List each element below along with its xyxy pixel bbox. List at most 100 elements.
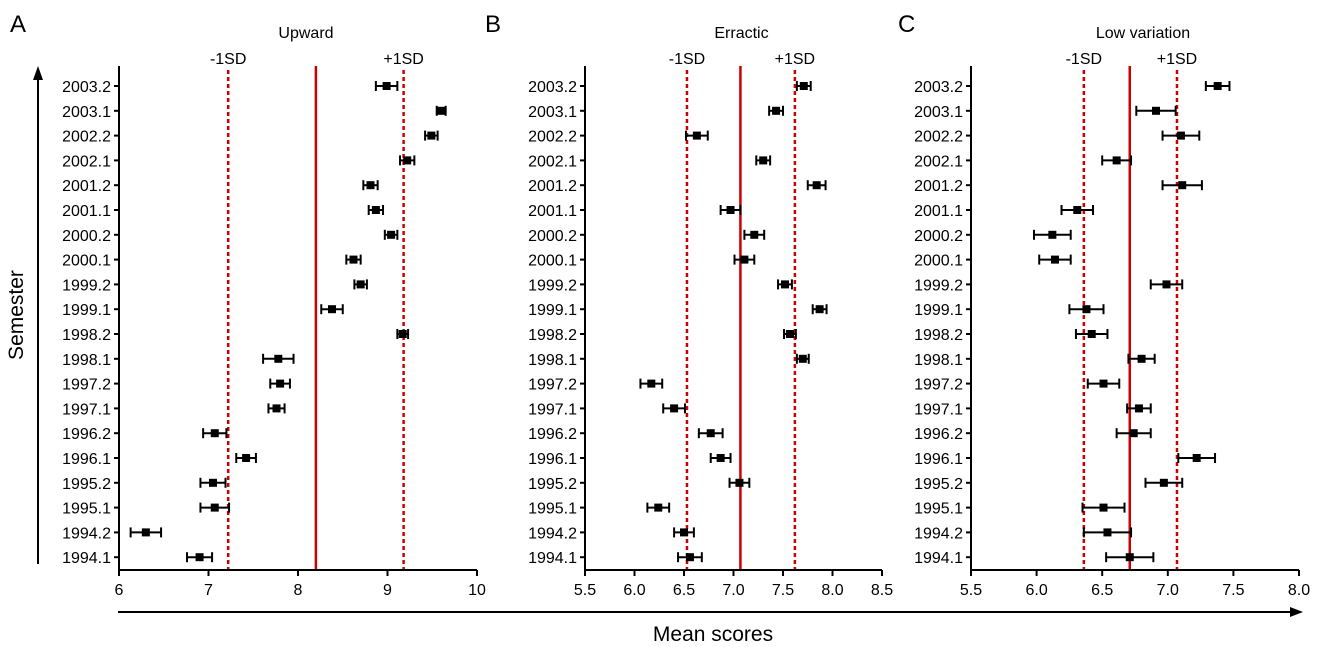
mean-point bbox=[1073, 206, 1082, 214]
mean-point bbox=[1048, 230, 1057, 239]
y-tick-label: 2000.1 bbox=[914, 253, 963, 270]
mean-point bbox=[1159, 478, 1168, 487]
y-tick-label: 1998.1 bbox=[914, 352, 963, 369]
y-tick-label: 1999.2 bbox=[914, 277, 963, 294]
minus-1sd-label: -1SD bbox=[210, 51, 246, 68]
y-tick-label: 1994.1 bbox=[914, 550, 963, 567]
x-tick-label: 7.5 bbox=[772, 582, 794, 599]
y-tick-label: 1997.2 bbox=[528, 377, 577, 394]
y-tick-label: 1999.1 bbox=[62, 302, 111, 319]
mean-point bbox=[1099, 379, 1108, 388]
mean-point bbox=[1213, 82, 1222, 90]
mean-point bbox=[382, 82, 391, 90]
x-tick-label: 10 bbox=[468, 582, 486, 599]
y-tick-label: 1994.2 bbox=[62, 525, 111, 542]
panel-a: A Upward -1SD +1SD 6 7 8 9 10 2003.2 2003.1 2002.2 2… bbox=[10, 11, 486, 599]
y-tick-label: 1999.2 bbox=[528, 277, 577, 294]
y-tick-label: 1996.2 bbox=[528, 426, 577, 443]
mean-point bbox=[785, 330, 794, 338]
x-tick-label: 9 bbox=[383, 582, 392, 599]
y-tick-label: 1994.1 bbox=[62, 550, 111, 567]
y-tick-label: 2000.2 bbox=[62, 228, 111, 245]
mean-point bbox=[735, 478, 744, 487]
mean-point bbox=[706, 429, 715, 438]
y-tick-label: 1998.1 bbox=[62, 352, 111, 369]
mean-point bbox=[680, 528, 688, 537]
y-tick-label: 2003.1 bbox=[62, 104, 111, 121]
mean-point bbox=[349, 255, 358, 264]
mean-point bbox=[740, 255, 749, 264]
mean-point bbox=[799, 82, 808, 90]
x-tick-label: 7.0 bbox=[1157, 582, 1179, 599]
x-tick-label: 6.0 bbox=[623, 582, 645, 599]
x-tick-label: 8 bbox=[294, 582, 303, 599]
y-tick-label: 1998.1 bbox=[528, 352, 577, 369]
y-tick-label: 2003.2 bbox=[62, 79, 111, 96]
mean-point bbox=[798, 354, 807, 363]
y-tick-label: 1998.2 bbox=[914, 327, 963, 344]
y-tick-label: 1995.2 bbox=[528, 476, 577, 493]
y-tick-label: 2001.1 bbox=[914, 203, 963, 220]
mean-point bbox=[654, 503, 663, 512]
mean-point bbox=[1103, 528, 1112, 537]
y-tick-label: 1995.2 bbox=[914, 476, 963, 493]
x-tick-label: 6.0 bbox=[1025, 582, 1047, 599]
mean-point bbox=[208, 478, 217, 487]
x-tick-label: 6 bbox=[115, 582, 124, 599]
panel-title: Low variation bbox=[1096, 25, 1190, 42]
mean-point bbox=[1125, 553, 1134, 562]
y-tick-label: 2003.1 bbox=[914, 104, 963, 121]
y-tick-label: 1996.2 bbox=[62, 426, 111, 443]
y-tick-label: 1995.1 bbox=[62, 501, 111, 518]
mean-point bbox=[1112, 156, 1121, 165]
x-tick-label: 8.0 bbox=[821, 582, 843, 599]
mean-point bbox=[195, 553, 204, 562]
y-tick-label: 1998.2 bbox=[62, 327, 111, 344]
y-tick-label: 1996.1 bbox=[528, 451, 577, 468]
mean-point bbox=[772, 106, 781, 115]
y-tick-label: 1994.2 bbox=[914, 525, 963, 542]
y-tick-label: 2003.2 bbox=[914, 79, 963, 96]
y-tick-label: 1994.2 bbox=[528, 525, 577, 542]
mean-point bbox=[692, 131, 701, 140]
y-tick-label: 1995.2 bbox=[62, 476, 111, 493]
mean-point bbox=[272, 404, 281, 413]
y-tick-label: 1999.1 bbox=[914, 302, 963, 319]
plus-1sd-label: +1SD bbox=[383, 51, 423, 68]
mean-point bbox=[647, 379, 656, 388]
plus-1sd-label: +1SD bbox=[1157, 51, 1197, 68]
mean-point bbox=[1099, 503, 1108, 512]
y-tick-label: 2000.1 bbox=[62, 253, 111, 270]
panel-title: Erractic bbox=[714, 25, 768, 42]
y-tick-label: 2002.2 bbox=[528, 129, 577, 146]
mean-point bbox=[437, 106, 446, 115]
mean-point bbox=[398, 330, 407, 338]
y-tick-label: 1997.1 bbox=[914, 401, 963, 418]
y-tick-label: 1997.1 bbox=[62, 401, 111, 418]
mean-point bbox=[387, 230, 396, 239]
x-tick-label: 5.5 bbox=[574, 582, 596, 599]
y-tick-label: 1997.2 bbox=[62, 377, 111, 394]
y-tick-label: 1995.1 bbox=[914, 501, 963, 518]
mean-point bbox=[1178, 181, 1187, 190]
panel-c: C Low variation -1SD +1SD 5.5 6.0 6.5 7.0 7.5 8.0… bbox=[898, 11, 1310, 599]
panel-letter: C bbox=[898, 11, 915, 38]
minus-1sd-label: -1SD bbox=[1066, 51, 1102, 68]
mean-point bbox=[750, 230, 759, 239]
x-tick-label: 6.5 bbox=[673, 582, 695, 599]
mean-point bbox=[403, 156, 412, 165]
y-tick-label: 2000.2 bbox=[914, 228, 963, 245]
y-tick-label: 1996.2 bbox=[914, 426, 963, 443]
y-tick-label: 1996.1 bbox=[62, 451, 111, 468]
mean-point bbox=[780, 280, 789, 289]
x-axis-arrow bbox=[118, 607, 1303, 617]
y-tick-label: 2003.2 bbox=[528, 79, 577, 96]
mean-point bbox=[815, 305, 824, 314]
mean-point bbox=[356, 280, 365, 289]
x-tick-label: 7 bbox=[204, 582, 213, 599]
mean-point bbox=[366, 181, 375, 190]
mean-point bbox=[1192, 454, 1201, 462]
y-tick-label: 1995.1 bbox=[528, 501, 577, 518]
mean-point bbox=[670, 404, 679, 413]
